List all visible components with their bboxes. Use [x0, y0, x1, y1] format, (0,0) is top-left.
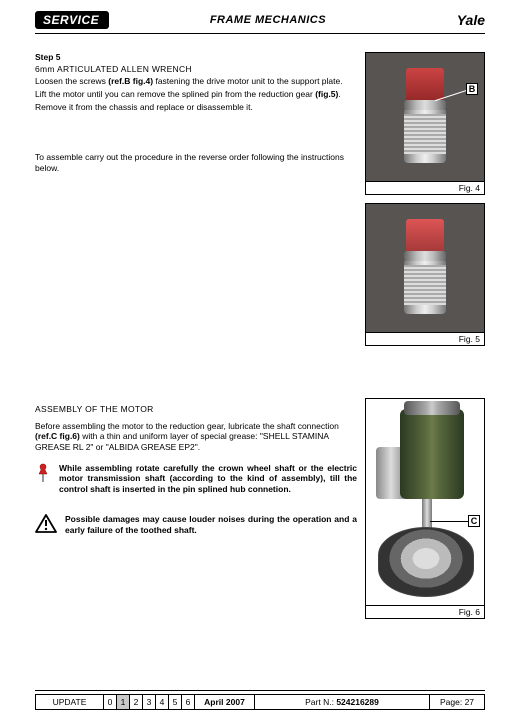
text: Lift the motor until you can remove the … [35, 89, 315, 99]
rev-4: 4 [156, 695, 169, 709]
rev-1: 1 [117, 695, 130, 709]
rev-5: 5 [169, 695, 182, 709]
step5-p3: Remove it from the chassis and replace o… [35, 102, 357, 113]
footer-date: April 2007 [195, 695, 255, 709]
text: Loosen the screws [35, 76, 108, 86]
text: fastening the drive motor unit to the su… [153, 76, 342, 86]
ref-c: (ref.C fig.6) [35, 431, 80, 441]
figure-column-2: C Fig. 6 [365, 398, 485, 619]
part-number: 524216289 [336, 697, 379, 707]
footer-rule [35, 690, 485, 691]
figure-6: C [365, 398, 485, 606]
rev-6: 6 [182, 695, 195, 709]
ref-b: (ref.B fig.4) [108, 76, 153, 86]
footer-page: Page: 27 [430, 695, 484, 709]
figure-column-1: B Fig. 4 Fig. 5 [365, 52, 485, 346]
step5-p2: Lift the motor until you can remove the … [35, 89, 357, 100]
step5-p4: To assemble carry out the procedure in t… [35, 152, 357, 173]
step5-p1: Loosen the screws (ref.B fig.4) fastenin… [35, 76, 357, 87]
brand-logo: Yale [457, 12, 485, 28]
step5-section: Step 5 6mm ARTICULATED ALLEN WRENCH Loos… [35, 52, 485, 346]
assembly-section: ASSEMBLY OF THE MOTOR Before assembling … [35, 398, 485, 619]
text: . [338, 89, 340, 99]
part-label: Part N.: [305, 697, 334, 707]
assembly-heading: ASSEMBLY OF THE MOTOR [35, 404, 357, 415]
pushpin-icon [35, 463, 51, 483]
figure-4: B [365, 52, 485, 182]
note-warning: Possible damages may cause louder noises… [35, 514, 357, 535]
rev-2: 2 [130, 695, 143, 709]
footer-part: Part N.: 524216289 [255, 695, 430, 709]
page-label: Page: [440, 697, 462, 707]
note-pin: While assembling rotate carefully the cr… [35, 463, 357, 495]
callout-c: C [468, 515, 480, 527]
note-warning-text: Possible damages may cause louder noises… [65, 514, 357, 535]
header-title: FRAME MECHANICS [79, 14, 457, 26]
page-number: 27 [465, 697, 474, 707]
assembly-text: ASSEMBLY OF THE MOTOR Before assembling … [35, 398, 357, 619]
note-pin-text: While assembling rotate carefully the cr… [59, 463, 357, 495]
figure-6-label: Fig. 6 [365, 606, 485, 619]
figure-4-label: Fig. 4 [365, 182, 485, 195]
ref-fig5: (fig.5) [315, 89, 338, 99]
warning-icon [35, 514, 57, 534]
update-label: UPDATE [36, 695, 104, 709]
tool-spec: 6mm ARTICULATED ALLEN WRENCH [35, 64, 357, 75]
step5-text: Step 5 6mm ARTICULATED ALLEN WRENCH Loos… [35, 52, 357, 346]
page-footer: UPDATE 0 1 2 3 4 5 6 April 2007 Part N.:… [35, 690, 485, 710]
rev-0: 0 [104, 695, 117, 709]
figure-5 [365, 203, 485, 333]
figure-5-label: Fig. 5 [365, 333, 485, 346]
step-label: Step 5 [35, 52, 357, 63]
callout-b: B [466, 83, 478, 95]
text: Before assembling the motor to the reduc… [35, 421, 339, 431]
rev-3: 3 [143, 695, 156, 709]
text: with a thin and uniform layer of special… [35, 431, 329, 452]
footer-bar: UPDATE 0 1 2 3 4 5 6 April 2007 Part N.:… [35, 694, 485, 710]
assembly-p1: Before assembling the motor to the reduc… [35, 421, 357, 453]
header-rule [35, 33, 485, 34]
page-header: SERVICE FRAME MECHANICS Yale [35, 10, 485, 30]
